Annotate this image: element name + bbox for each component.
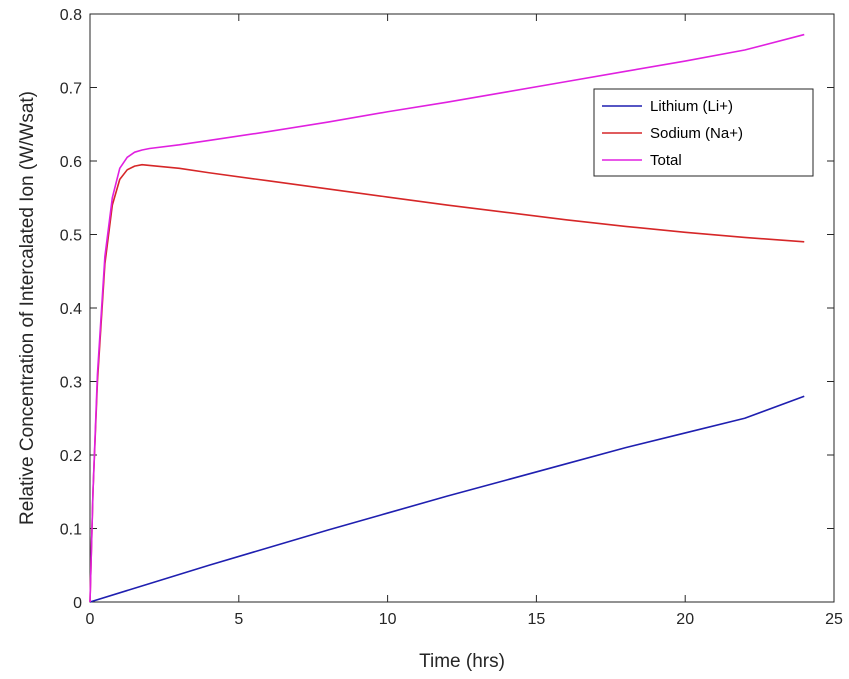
series-line-lithium-li	[89, 395, 805, 603]
x-tick-label: 20	[676, 611, 694, 628]
legend: Lithium (Li+) Sodium (Na+) Total	[593, 88, 814, 177]
legend-label: Lithium (Li+)	[650, 98, 733, 115]
y-tick-label: 0	[73, 595, 82, 612]
y-tick-label: 0.8	[60, 7, 82, 24]
y-tick-label: 0.7	[60, 81, 82, 98]
x-axis-label: Time (hrs)	[419, 651, 505, 672]
y-axis-label: Relative Concentration of Intercalated I…	[17, 91, 38, 525]
legend-items: Lithium (Li+) Sodium (Na+) Total	[602, 98, 743, 169]
y-axis-ticks: 0 0.1 0.2 0.3 0.4 0.5 0.6 0.7 0.8	[60, 7, 834, 612]
legend-label: Total	[650, 152, 682, 169]
x-tick-label: 10	[379, 611, 397, 628]
y-tick-label: 0.2	[60, 448, 82, 465]
legend-label: Sodium (Na+)	[650, 125, 743, 142]
x-tick-label: 0	[86, 611, 95, 628]
y-tick-label: 0.4	[60, 301, 82, 318]
x-tick-label: 15	[528, 611, 546, 628]
y-tick-label: 0.1	[60, 522, 82, 539]
y-tick-label: 0.6	[60, 154, 82, 171]
series-line-total	[89, 33, 805, 603]
y-tick-label: 0.5	[60, 228, 82, 245]
y-tick-label: 0.3	[60, 375, 82, 392]
series-line-sodium-na	[89, 163, 805, 603]
x-tick-label: 25	[825, 611, 843, 628]
series-lines	[89, 33, 805, 603]
x-tick-label: 5	[234, 611, 243, 628]
